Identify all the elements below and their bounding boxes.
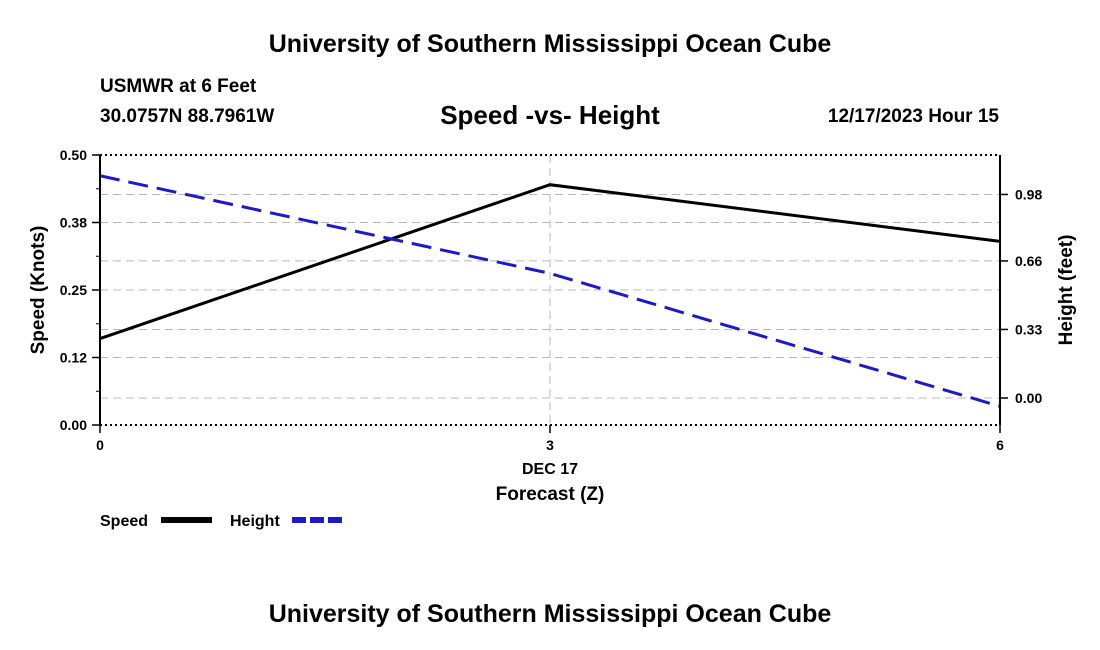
grid [100,155,1000,425]
x-tick-label: 0 [96,437,104,453]
chart-title-bottom: University of Southern Mississippi Ocean… [268,600,832,628]
chart-subtitle: Speed -vs- Height [440,100,660,130]
legend-height-label: Height [230,513,280,530]
chart-title-top: University of Southern Mississippi Ocean… [268,30,832,58]
forecast-datetime: 12/17/2023 Hour 15 [827,106,999,127]
y-tick-label: 0.00 [60,417,87,433]
y-tick-label: 0.38 [60,215,87,231]
series-line-height [99,174,1001,408]
y-tick-label: 0.50 [60,147,87,163]
y2-tick-label: 0.66 [1015,253,1042,269]
axes: 0.00 0.12 0.25 0.38 0.50 0.00 0.33 0.66 0.98 0 3 6 D… [28,147,1077,505]
x-tick-label: 6 [996,437,1004,453]
y-axis-title: Speed (Knots) [28,226,49,355]
x-tick-label: 3 [546,437,554,453]
x-date-label: DEC 17 [522,461,578,478]
station-coords: 30.0757N 88.7961W [100,106,275,127]
x-axis-title: Forecast (Z) [496,484,605,505]
y2-tick-label: 0.33 [1015,321,1042,337]
y2-tick-label: 0.00 [1015,390,1042,406]
station-label: USMWR at 6 Feet [100,76,257,97]
legend: Speed Height [100,513,342,530]
y2-axis-title: Height (feet) [1056,235,1077,346]
y-tick-label: 0.25 [60,282,87,298]
series [99,174,1001,408]
y2-tick-label: 0.98 [1015,186,1042,202]
y-tick-label: 0.12 [60,350,87,366]
legend-speed-label: Speed [100,513,148,530]
series-line-speed [99,183,1001,341]
